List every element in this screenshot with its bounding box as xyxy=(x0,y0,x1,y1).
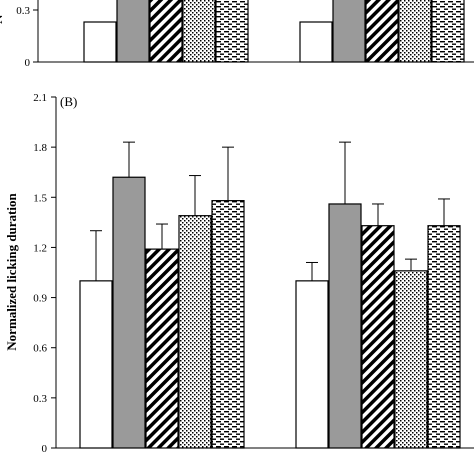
panel-a-bar xyxy=(398,0,432,63)
panel-b-ytick-label: 0.6 xyxy=(33,343,47,355)
panel-b-ytick-label: 0.9 xyxy=(33,293,47,305)
panel-a-tick-0.3: 0.3 xyxy=(16,5,30,17)
panel-b-ytick-label: 1.5 xyxy=(33,192,47,204)
panel-b-bar xyxy=(328,203,362,449)
panel-a-bar xyxy=(299,21,333,63)
panel-a-bar xyxy=(332,0,366,63)
panel-b-bar xyxy=(295,280,329,449)
panel-b-bar xyxy=(361,225,395,449)
panel-b-ytick-label: 1.2 xyxy=(33,242,47,254)
panel-b-bar xyxy=(178,215,212,449)
panel-a-tick-0: 0 xyxy=(25,57,31,69)
panel-b-label: (B) xyxy=(60,94,77,109)
panel-b-ylabel: Normalized licking duration xyxy=(4,193,19,351)
panel-a-bar xyxy=(182,0,216,63)
panel-a-ylabel: N xyxy=(0,14,5,24)
panel-b-bar xyxy=(394,270,428,449)
panel-a-bar xyxy=(365,0,399,63)
panel-a-bar xyxy=(116,0,150,63)
panel-b-ytick-label: 0 xyxy=(42,443,48,455)
panel-b-bar xyxy=(112,176,146,449)
panel-a-bar xyxy=(149,0,183,63)
panel-b: (B) Normalized licking duration 0 0.3 0.6 0… xyxy=(4,92,474,455)
panel-b-bar xyxy=(145,248,179,449)
panel-a-bar xyxy=(431,0,465,63)
panel-b-bar xyxy=(427,225,461,449)
panel-b-ytick-label: 0.3 xyxy=(33,393,47,405)
panel-b-bar xyxy=(211,200,245,449)
panel-a-bar xyxy=(83,21,117,63)
panel-a-bar xyxy=(215,0,249,63)
panel-b-ytick-label: 1.8 xyxy=(33,142,47,154)
panel-b-bar xyxy=(79,280,113,449)
panel-b-ytick-label: 2.1 xyxy=(33,92,47,104)
panel-a: N 0.3 0 xyxy=(0,0,474,69)
